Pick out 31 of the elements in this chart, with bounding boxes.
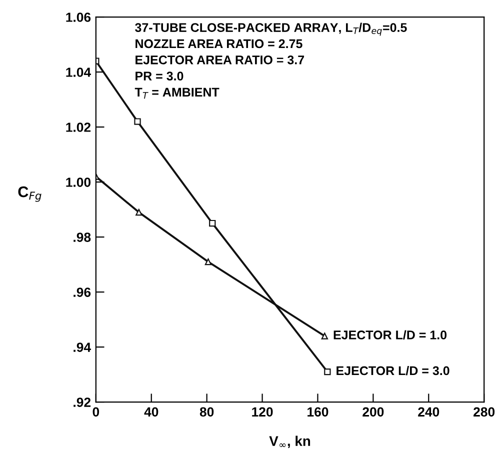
y-tick-label: 1.06 [66,12,91,22]
point [134,118,141,125]
x-tick-label: 0 [92,407,100,417]
x-tick-label: 40 [144,407,158,417]
point [209,220,216,227]
annotation: NOZZLE AREA RATIO = 2.75 [136,39,302,48]
y-tick-label: 1.00 [66,178,91,187]
y-tick-label: .92 [74,398,91,407]
y-tick-label: 1.04 [66,68,91,77]
annotation: EJECTOR AREA RATIO = 3.7 [136,55,304,64]
x-tick-label: 80 [200,407,214,417]
x-axis-title: V$_{∞}$, kn [269,436,310,448]
annotation: T$_{T}$ = AMBIENT [134,88,220,99]
x-tick-label: 120 [252,407,273,417]
x-tick-label: 200 [362,407,384,417]
y-tick-label: .94 [74,342,91,352]
y-tick-label: .96 [74,288,91,297]
point [136,208,142,216]
series-label: EJECTOR L/D = 1.0 [334,330,447,340]
y-tick-label: .98 [74,232,91,242]
y-axis-title: C$_{Fg}$ [18,186,42,202]
point [321,332,328,340]
annotation: 37-TUBE CLOSE-PACKED ARRAY, L$_{T}$/D$_{eq}$=0.5 [135,22,407,36]
series-label: EJECTOR L/D = 3.0 [336,366,450,376]
x-tick-label: 240 [418,407,440,417]
x-tick-label: 160 [308,407,328,417]
annotation: PR = 3.0 [136,72,184,81]
point [204,258,212,266]
y-tick-label: 1.02 [66,122,91,132]
point [324,368,331,376]
x-tick-label: 280 [474,407,495,417]
